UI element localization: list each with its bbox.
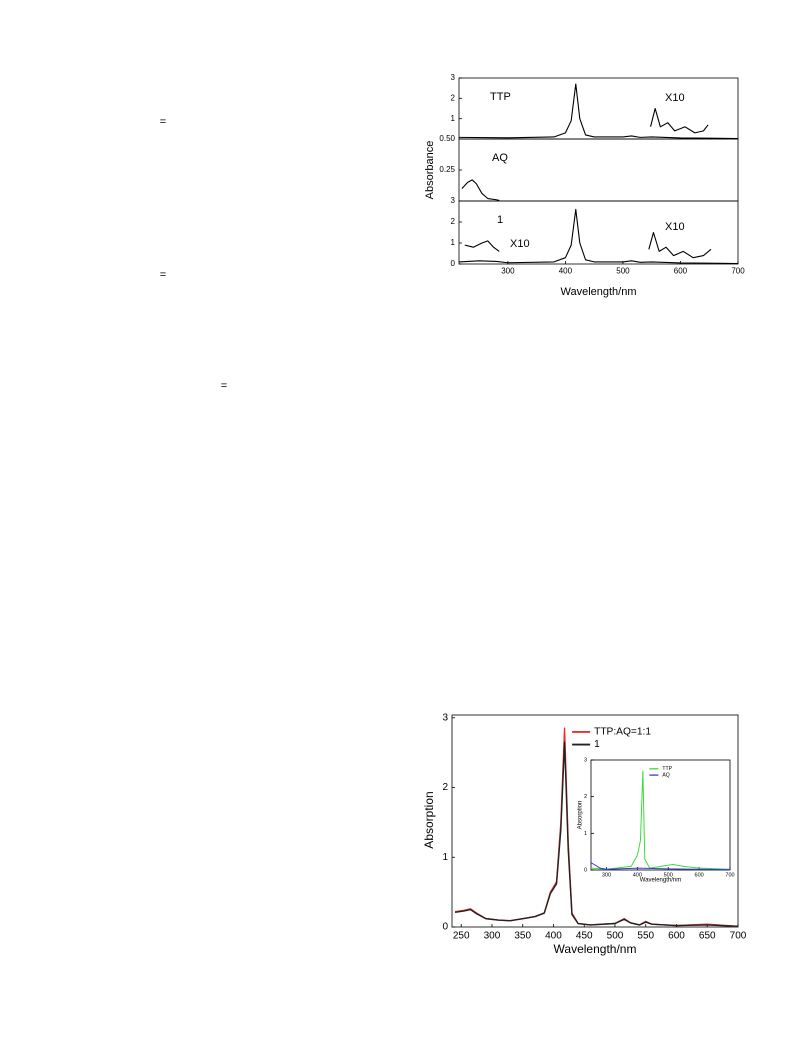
y-tick-label: 0 [584, 867, 587, 873]
y-tick-label: 1 [451, 114, 456, 123]
x-tick-label: 600 [695, 872, 704, 878]
data-line [458, 83, 739, 140]
y-tick-label: 1 [584, 831, 587, 837]
y-axis-label: Absorbance [424, 141, 436, 200]
annotation: X10 [665, 221, 685, 233]
x-tick-label: 300 [602, 872, 611, 878]
y-tick-label: 0.25 [439, 165, 455, 174]
plot-frame [458, 77, 739, 140]
x-tick-label: 700 [731, 266, 745, 275]
y-axis-label: Absorption [422, 791, 436, 848]
legend-label: 1 [594, 739, 600, 750]
y-tick-label: 0 [451, 259, 456, 268]
plot-frame [451, 714, 739, 928]
x-tick-label: 450 [576, 931, 593, 942]
x-tick-label: 250 [453, 931, 470, 942]
data-line [650, 107, 709, 134]
x-tick-label: 300 [501, 266, 515, 275]
equals-sign: = [221, 380, 227, 392]
x-tick-label: 350 [514, 931, 531, 942]
y-tick-label: 3 [442, 712, 448, 723]
x-tick-label: 500 [664, 872, 673, 878]
y-tick-label: 1 [442, 852, 448, 863]
x-tick-label: 600 [674, 266, 688, 275]
annotation: TTP [490, 91, 511, 103]
x-tick-label: 550 [637, 931, 654, 942]
data-line [461, 179, 500, 201]
equals-sign: = [160, 269, 166, 281]
x-axis-label: Wavelength/nm [640, 878, 681, 884]
data-line [648, 231, 712, 259]
x-tick-label: 600 [668, 931, 685, 942]
x-tick-label: 650 [699, 931, 716, 942]
plot-frame [458, 200, 739, 265]
data-line [458, 208, 739, 265]
y-tick-label: 0 [442, 922, 448, 933]
x-tick-label: 400 [545, 931, 562, 942]
annotation: X10 [665, 92, 685, 104]
y-tick-label: 2 [451, 93, 456, 102]
x-tick-label: 400 [633, 872, 642, 878]
x-tick-label: 500 [616, 266, 630, 275]
y-tick-label: 2 [451, 217, 456, 226]
y-tick-label: 3 [451, 196, 456, 205]
y-tick-label: 2 [584, 794, 587, 800]
annotation: AQ [492, 152, 508, 164]
inset-background [591, 760, 730, 870]
x-tick-label: 400 [559, 266, 573, 275]
equals-sign: = [160, 116, 166, 128]
x-axis-label: Wavelength/nm [560, 286, 636, 298]
annotation: X10 [510, 238, 530, 250]
x-tick-label: 500 [607, 931, 624, 942]
x-tick-label: 700 [730, 931, 747, 942]
data-line [590, 770, 731, 870]
x-tick-label: 300 [484, 931, 501, 942]
x-tick-label: 700 [725, 872, 734, 878]
legend-label: TTP [662, 766, 672, 772]
y-tick-label: 0.50 [439, 134, 455, 143]
y-tick-label: 3 [584, 757, 587, 763]
legend-label: AQ [662, 772, 669, 778]
x-axis-label: Wavelength/nm [554, 942, 637, 956]
y-axis-label: Absorption [578, 801, 584, 830]
data-line [454, 741, 739, 927]
legend-label: TTP:AQ=1:1 [594, 727, 651, 738]
plot-frame [458, 138, 739, 202]
data-line [590, 862, 731, 871]
plot-frame [590, 759, 731, 871]
annotation: 1 [497, 214, 503, 226]
y-tick-label: 1 [451, 238, 456, 247]
y-tick-label: 3 [451, 73, 456, 82]
data-line [464, 240, 500, 252]
y-tick-label: 2 [442, 782, 448, 793]
